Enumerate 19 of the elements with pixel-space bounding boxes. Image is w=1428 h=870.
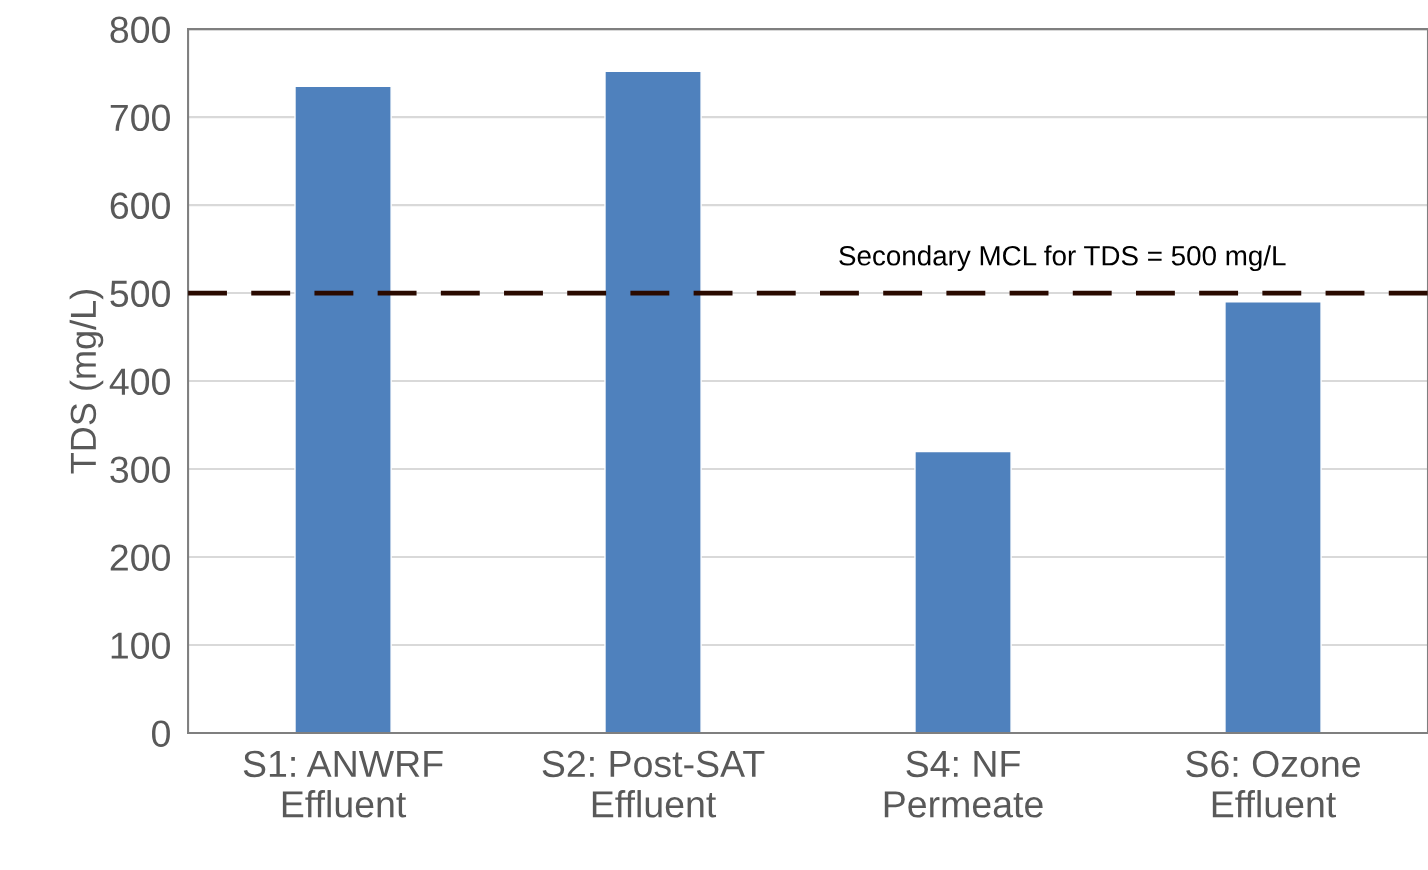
x-tick-label: S4: NF Permeate xyxy=(884,750,1043,818)
y-tick-label: 0 xyxy=(152,720,170,747)
bar xyxy=(914,450,1012,733)
x-tick-label: S2: Post-SAT Effluent xyxy=(542,750,765,818)
y-tick-label: 500 xyxy=(110,280,170,308)
y-tick-label: 200 xyxy=(110,544,170,571)
x-tick-label: S1: ANWRF Effluent xyxy=(243,750,443,818)
y-tick-label: 400 xyxy=(109,368,170,396)
y-tick-label: 600 xyxy=(110,192,170,220)
x-tick-label: S6: Ozone Effluent xyxy=(1186,750,1360,818)
y-tick-label: 100 xyxy=(111,632,170,659)
y-tick-label: 300 xyxy=(110,456,170,483)
y-tick-label: 700 xyxy=(110,104,170,132)
bar xyxy=(1224,301,1322,733)
bar xyxy=(294,85,392,733)
bar xyxy=(604,70,702,733)
ref-line-label: Secondary MCL for TDS = 500 mg/L xyxy=(839,245,1286,272)
y-axis-title: TDS (mg/L) xyxy=(69,290,104,474)
y-tick-label: 800 xyxy=(110,16,170,44)
